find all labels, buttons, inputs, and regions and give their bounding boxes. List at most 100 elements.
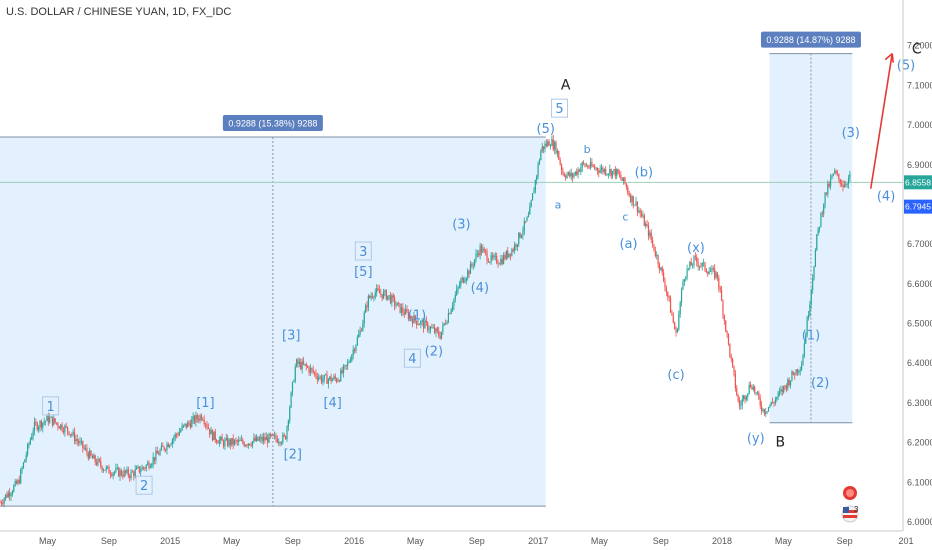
candle-body — [311, 368, 313, 370]
candle-body — [680, 289, 683, 303]
x-tick-label: 2018 — [712, 536, 732, 546]
candle-body — [220, 437, 222, 440]
candle-body — [611, 171, 614, 177]
wave-label: (2) — [811, 376, 829, 391]
y-tick-label: 6.5000 — [907, 319, 932, 329]
candle-body — [0, 502, 2, 504]
candle-body — [555, 142, 557, 154]
candle-body — [687, 268, 690, 270]
candle-body — [94, 455, 96, 463]
candle-body — [256, 436, 258, 441]
wave-label: (1) — [408, 309, 426, 324]
candle-body — [456, 288, 458, 295]
candle-body — [138, 466, 140, 473]
candle-body — [778, 391, 781, 393]
candle-body — [645, 224, 647, 226]
candle-body — [471, 263, 473, 266]
candle-body — [490, 255, 492, 262]
candle-body — [268, 433, 270, 443]
candle-body — [55, 422, 58, 424]
candle-body — [660, 267, 662, 270]
y-tick-label: 7.2000 — [907, 41, 932, 51]
candle-body — [388, 295, 390, 296]
candle-body — [475, 253, 477, 260]
candle-body — [249, 443, 251, 446]
candle-body — [431, 327, 433, 328]
candle-body — [84, 448, 87, 450]
candle-body — [159, 450, 161, 455]
candle-body — [562, 170, 564, 174]
candle-body — [646, 224, 648, 226]
candle-body — [439, 335, 441, 339]
candle-body — [18, 480, 20, 484]
candle-body — [511, 249, 513, 256]
candle-body — [283, 434, 285, 437]
candle-body — [147, 462, 149, 466]
candle-body — [625, 183, 627, 188]
candle-body — [534, 180, 536, 192]
candle-body — [669, 298, 672, 313]
candle-body — [242, 439, 244, 443]
candle-body — [563, 173, 565, 177]
candle-body — [98, 459, 100, 461]
candle-body — [395, 305, 397, 307]
candle-body — [193, 416, 196, 423]
candle-body — [240, 439, 243, 441]
candle-body — [79, 441, 81, 444]
candle-body — [465, 278, 467, 281]
candle-body — [57, 423, 59, 427]
candle-body — [185, 423, 187, 428]
candle-body — [353, 349, 356, 352]
candle-body — [342, 366, 345, 373]
wave-label-box — [42, 396, 60, 416]
candle-body — [476, 253, 478, 255]
x-tick-label: Sep — [285, 536, 301, 546]
candle-body — [86, 448, 88, 453]
candle-body — [763, 409, 765, 414]
candle-body — [576, 171, 578, 175]
wave-label: C — [912, 42, 922, 58]
candle-body — [603, 169, 605, 173]
candle-body — [616, 169, 618, 177]
candle-body — [296, 359, 298, 367]
candle-body — [28, 444, 30, 445]
candle-body — [64, 425, 66, 433]
candle-body — [207, 427, 209, 429]
measure-badge — [760, 31, 861, 48]
candle-body — [461, 277, 463, 281]
candle-body — [352, 349, 354, 355]
candle-body — [122, 475, 124, 477]
candle-body — [291, 381, 294, 393]
candle-body — [818, 226, 821, 229]
candle-body — [529, 206, 531, 215]
candle-body — [548, 141, 550, 146]
candle-body — [807, 315, 810, 318]
candle-body — [745, 396, 748, 400]
candle-body — [791, 371, 793, 381]
candle-body — [560, 164, 563, 171]
candle-body — [453, 299, 455, 307]
candle-body — [566, 174, 568, 178]
candle-body — [356, 337, 358, 346]
candle-body — [789, 380, 792, 386]
candle-body — [305, 364, 307, 367]
candle-body — [834, 170, 836, 174]
candle-body — [831, 175, 833, 179]
x-tick-label: Sep — [837, 536, 853, 546]
candle-body — [62, 430, 65, 433]
candle-body — [758, 392, 760, 399]
candle-body — [816, 234, 818, 251]
candle-body — [533, 191, 535, 194]
candle-body — [153, 456, 156, 461]
candle-body — [188, 422, 190, 424]
candle-body — [113, 471, 116, 473]
candle-body — [744, 395, 746, 400]
candle-body — [500, 258, 502, 264]
candle-body — [436, 328, 438, 331]
candle-body — [467, 270, 469, 279]
candle-body — [798, 370, 800, 373]
candle-body — [573, 174, 575, 178]
candle-body — [82, 440, 84, 448]
candle-body — [300, 361, 302, 370]
